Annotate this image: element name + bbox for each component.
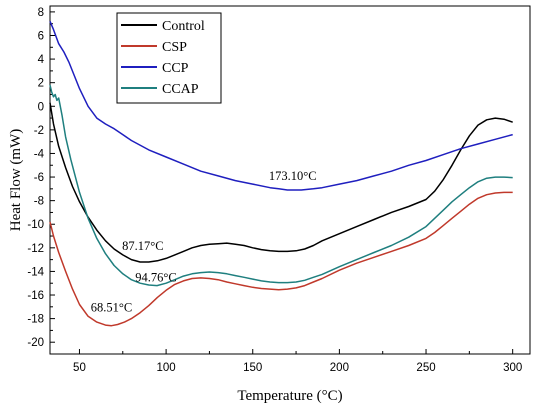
x-tick-label: 100 <box>157 362 176 374</box>
x-tick-label: 150 <box>243 362 262 374</box>
y-tick-label: -14 <box>27 266 44 278</box>
series-line-csp <box>49 191 513 327</box>
y-tick-label: 6 <box>38 30 44 42</box>
y-tick-label: -16 <box>27 290 44 302</box>
peak-annotation: 68.51°C <box>91 301 132 315</box>
y-tick-label: -2 <box>34 125 44 137</box>
x-tick-label: 50 <box>73 362 86 374</box>
legend-label: CSP <box>162 40 187 55</box>
y-tick-label: -12 <box>27 243 44 255</box>
peak-annotation: 173.10°C <box>269 169 317 183</box>
x-tick-label: 300 <box>503 362 522 374</box>
y-tick-label: 4 <box>38 54 45 66</box>
plot-frame <box>49 5 531 355</box>
y-tick-label: -10 <box>27 219 44 231</box>
y-tick-label: 2 <box>38 78 44 90</box>
series-line-control <box>49 102 513 263</box>
peak-annotation: 87.17°C <box>122 239 163 253</box>
y-tick-label: 8 <box>38 7 44 19</box>
series-line-ccp <box>49 21 513 191</box>
y-tick-label: -18 <box>27 314 44 326</box>
peak-annotation: 94.76°C <box>135 271 176 285</box>
x-tick-label: 200 <box>330 362 349 374</box>
series-line-ccap <box>49 84 513 287</box>
y-tick-label: -20 <box>27 337 44 349</box>
legend-label: CCP <box>162 61 189 76</box>
y-tick-label: -4 <box>34 148 45 160</box>
x-axis-label: Temperature (°C) <box>237 388 342 404</box>
legend-label: CCAP <box>162 82 199 97</box>
y-tick-label: -8 <box>34 196 44 208</box>
y-tick-label: -6 <box>34 172 44 184</box>
y-tick-label: 0 <box>38 101 44 113</box>
y-axis-label: Heat Flow (mW) <box>8 129 24 231</box>
legend-label: Control <box>162 19 205 34</box>
x-tick-label: 250 <box>416 362 435 374</box>
